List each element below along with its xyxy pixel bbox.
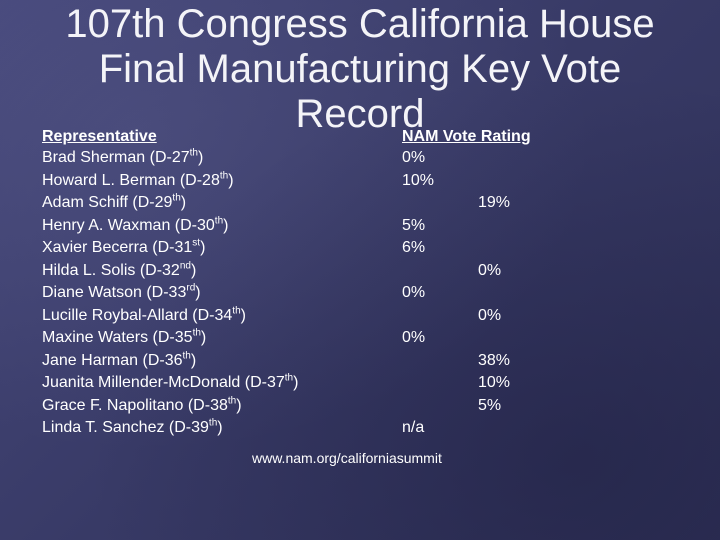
district-ordinal-suffix: th [232,305,241,317]
table-row: Juanita Millender-McDonald (D-37th) 10% [0,373,720,393]
representative-name-close: ) [200,239,206,256]
table-row: Brad Sherman (D-27th) 0% [0,148,720,168]
district-ordinal-suffix: th [214,215,224,227]
representative-name-text: Grace F. Napolitano (D-38 [42,396,228,414]
district-ordinal-suffix: th [182,350,191,362]
representative-name-text: Diane Watson (D-33 [42,284,187,301]
representative-name-text: Jane Harman (D-36 [42,351,183,369]
representative-name: Xavier Becerra (D-31st) [42,238,205,258]
vote-rating: 5% [402,216,426,234]
representative-column-header: Representative [42,128,157,145]
table-row: Maxine Waters (D-35th) 0% [0,328,720,348]
representative-name-close: ) [240,306,246,324]
representative-name-close: ) [228,171,234,189]
vote-rating: 0% [478,306,502,324]
representative-name-close: ) [180,194,187,211]
representative-name-close: ) [197,149,204,166]
slide-title-line: Record [295,92,425,136]
district-ordinal-suffix: st [192,237,201,249]
slide-title-line: Final Manufacturing Key Vote [98,47,622,91]
representative-name-close: ) [190,261,197,279]
vote-rating: 5% [478,396,502,414]
district-ordinal-suffix: th [227,395,237,407]
representative-name-close: ) [200,329,207,346]
vote-rating: 10% [402,171,435,189]
representative-name: Jane Harman (D-36th) [42,351,196,371]
vote-rating: 38% [478,351,511,369]
representative-name: Grace F. Napolitano (D-38th) [42,396,242,416]
representative-name: Linda T. Sanchez (D-39th) [42,418,223,438]
vote-rating: 0% [478,261,502,279]
vote-rating: 0% [402,284,426,301]
district-ordinal-suffix: th [189,147,198,159]
representative-name-close: ) [236,396,242,414]
representative-name-text: Brad Sherman (D-27 [42,149,190,166]
table-row: Hilda L. Solis (D-32nd) 0% [0,261,720,281]
table-row: Linda T. Sanchez (D-39th) n/a [0,418,720,438]
district-ordinal-suffix: th [172,192,181,204]
representative-name-text: Hilda L. Solis (D-32 [42,261,180,279]
district-ordinal-suffix: th [219,170,229,182]
vote-rating: n/a [402,419,425,436]
table-row: Xavier Becerra (D-31st) 6% [0,238,720,258]
table-row: Lucille Roybal-Allard (D-34th) 0% [0,306,720,326]
representative-name-text: Lucille Roybal-Allard (D-34 [42,306,233,324]
table-row: Grace F. Napolitano (D-38th) 5% [0,396,720,416]
representative-name-close: ) [195,284,201,301]
representative-name: Henry A. Waxman (D-30th) [42,216,228,236]
table-row: Jane Harman (D-36th) 38% [0,351,720,371]
representative-name-text: Xavier Becerra (D-31 [42,239,193,256]
representative-name-text: Howard L. Berman (D-28 [42,171,220,189]
representative-name: Diane Watson (D-33rd) [42,283,201,303]
district-ordinal-suffix: th [192,327,201,339]
representative-name-close: ) [217,419,223,436]
slide-title-line: 107th Congress California House [65,2,655,46]
representative-name-text: Linda T. Sanchez (D-39 [42,419,209,436]
representative-name-close: ) [293,374,299,391]
representative-name-close: ) [223,216,229,234]
representative-name-close: ) [190,351,197,369]
district-ordinal-suffix: th [284,372,294,384]
representative-name: Adam Schiff (D-29th) [42,193,186,213]
representative-name-text: Maxine Waters (D-35 [42,329,193,346]
vote-rating: 0% [402,329,426,346]
vote-rating: 19% [478,194,511,211]
district-ordinal-suffix: nd [179,260,191,272]
table-row: Adam Schiff (D-29th) 19% [0,193,720,213]
table-row: Howard L. Berman (D-28th) 10% [0,171,720,191]
table-row: Diane Watson (D-33rd) 0% [0,283,720,303]
representative-name: Juanita Millender-McDonald (D-37th) [42,373,298,393]
vote-rating: 6% [402,239,426,256]
district-ordinal-suffix: th [208,417,218,429]
representative-name-text: Juanita Millender-McDonald (D-37 [42,374,285,391]
representative-name-text: Adam Schiff (D-29 [42,194,173,211]
representative-name-text: Henry A. Waxman (D-30 [42,216,215,234]
slide-title: 107th Congress California House Final Ma… [0,2,720,137]
district-ordinal-suffix: rd [186,282,196,294]
representative-name: Brad Sherman (D-27th) [42,148,203,168]
representative-name: Howard L. Berman (D-28th) [42,171,234,191]
rating-column-header: NAM Vote Rating [402,128,531,145]
representative-name: Hilda L. Solis (D-32nd) [42,261,196,281]
footer-url: www.nam.org/californiasummit [252,450,442,466]
representative-name: Maxine Waters (D-35th) [42,328,206,348]
representative-name: Lucille Roybal-Allard (D-34th) [42,306,246,326]
table-row: Henry A. Waxman (D-30th) 5% [0,216,720,236]
vote-rating: 0% [402,149,426,166]
vote-rating: 10% [478,374,511,391]
